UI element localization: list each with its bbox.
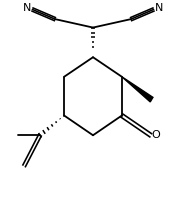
Text: N: N [154, 3, 163, 14]
Text: O: O [152, 130, 161, 140]
Text: N: N [23, 3, 32, 14]
Polygon shape [122, 77, 153, 102]
